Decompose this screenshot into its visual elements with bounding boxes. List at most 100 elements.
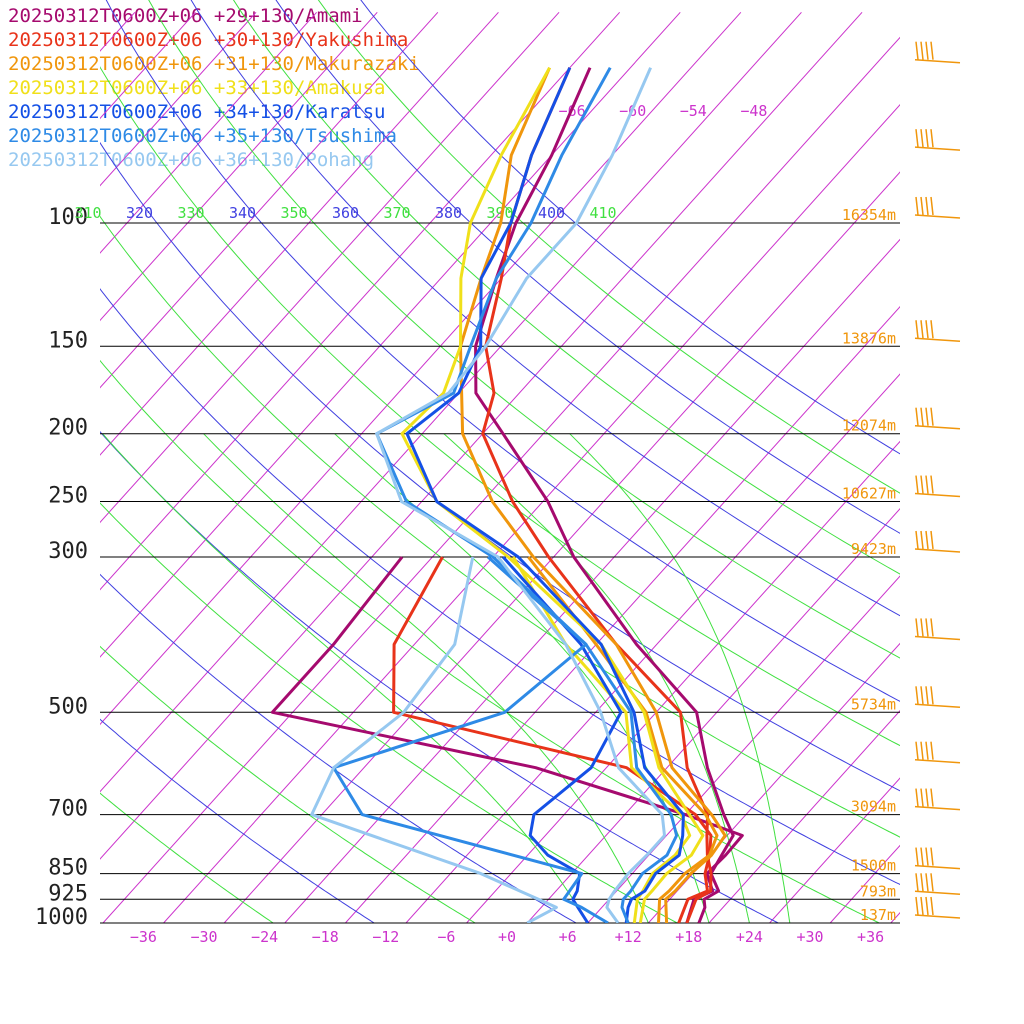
legend-item: 20250312T0600Z+06 +29+130/Amami	[8, 5, 363, 27]
pressure-tick-label: 925	[48, 881, 88, 906]
dry-adiabat-line	[100, 359, 881, 923]
dry-adiabat-line	[100, 645, 477, 923]
legend-item: 20250312T0600Z+06 +30+130/Yakushima	[8, 29, 409, 51]
dry-adiabat-line	[100, 792, 275, 923]
moist-adiabat-line	[203, 433, 649, 923]
isotherm-line	[284, 238, 900, 923]
dry-adiabat-line	[100, 66, 900, 747]
isotherm-line	[163, 104, 900, 923]
theta-label: 380	[435, 204, 462, 222]
pressure-tick-label: 200	[48, 416, 88, 441]
wind-barb	[914, 873, 961, 896]
temperature-tick-label: +30	[796, 928, 823, 946]
isotherm-line	[587, 575, 900, 923]
dry-adiabat-line	[100, 215, 900, 838]
theta-label: 330	[177, 204, 204, 222]
pressure-tick-label: 1000	[35, 905, 88, 930]
wind-barb	[914, 741, 961, 764]
temperature-tick-label: +0	[498, 928, 516, 946]
isotherm-line	[829, 844, 900, 923]
isotherm-line	[100, 11, 863, 860]
dry-adiabat-line	[100, 718, 376, 923]
isotherm-line	[951, 12, 1024, 923]
wind-barb	[914, 407, 961, 430]
theta-label: 370	[383, 204, 410, 222]
pressure-tick-label: 150	[48, 328, 88, 353]
isotherm-line	[100, 11, 560, 524]
temperature-tick-label: −24	[251, 928, 278, 946]
dry-adiabat-line	[190, 0, 900, 617]
moist-adiabat-line	[443, 433, 750, 923]
chart-legend: 20250312T0600Z+06 +29+130/Amami 20250312T…	[8, 4, 628, 172]
dewpoint-line-1	[392, 556, 713, 923]
temperature-line-4	[405, 67, 685, 923]
wind-barb	[914, 788, 961, 811]
dewpoint-line-5	[332, 555, 609, 923]
dry-adiabat-line	[317, 0, 900, 494]
isotherm-line	[100, 11, 499, 456]
upper-temperature-label: −48	[740, 102, 767, 120]
temperature-tick-label: +12	[615, 928, 642, 946]
dry-adiabat-line	[100, 573, 578, 923]
legend-item: 20250312T0600Z+06 +33+130/Amakusa	[8, 77, 386, 99]
theta-label: 410	[589, 204, 616, 222]
isotherm-line	[100, 11, 318, 254]
isotherm-line	[100, 11, 621, 591]
dry-adiabat-line	[100, 141, 900, 792]
upper-temperature-label: −54	[680, 102, 707, 120]
dewpoint-line-4	[501, 556, 623, 923]
dry-adiabat-line	[360, 0, 900, 455]
wind-barb	[914, 618, 961, 641]
theta-label: 400	[538, 204, 565, 222]
moist-adiabat-line	[569, 433, 791, 923]
temperature-tick-label: −18	[312, 928, 339, 946]
height-label: 12074m	[842, 417, 896, 435]
theta-label: 350	[280, 204, 307, 222]
dry-adiabat-line	[148, 0, 900, 659]
height-label: 9423m	[851, 540, 896, 558]
temperature-line-6	[375, 67, 666, 923]
isotherm-line	[466, 440, 900, 923]
soundings	[270, 66, 744, 923]
wind-barb	[914, 41, 961, 64]
height-label: 10627m	[842, 485, 896, 503]
legend-item: 20250312T0600Z+06 +35+130/Tsushima	[8, 125, 397, 147]
pressure-tick-label: 300	[48, 539, 88, 564]
dry-adiabat-line	[275, 0, 900, 534]
isotherm-line	[223, 171, 900, 923]
wind-barb	[914, 475, 961, 498]
temperature-tick-label: −30	[190, 928, 217, 946]
isotherm-line	[769, 777, 900, 923]
height-label: 137m	[860, 906, 896, 924]
isotherm-line	[0, 12, 74, 923]
height-label: 793m	[860, 882, 896, 900]
wind-barb	[914, 686, 961, 709]
temperature-tick-label: +18	[675, 928, 702, 946]
temperature-tick-label: +36	[857, 928, 884, 946]
dry-adiabat-line	[100, 502, 679, 923]
dry-adiabat-line	[105, 0, 900, 702]
wind-barb	[914, 129, 961, 151]
isotherm-line	[648, 642, 900, 923]
height-label: 3094m	[851, 798, 896, 816]
wind-barb	[914, 530, 961, 553]
legend-item: 20250312T0600Z+06 +34+130/Karatsu	[8, 101, 386, 123]
temperature-line-5	[375, 66, 679, 923]
isotherm-line	[1012, 12, 1024, 923]
isotherm-line	[100, 11, 136, 52]
temperature-tick-label: −6	[437, 928, 455, 946]
temperature-tick-label: −36	[130, 928, 157, 946]
wind-barb	[914, 196, 961, 219]
isotherm-line	[100, 11, 196, 120]
isotherm-line	[100, 11, 439, 389]
pressure-tick-label: 700	[48, 797, 88, 822]
theta-label: 320	[126, 204, 153, 222]
isotherm-line	[345, 306, 900, 923]
isotherm-line	[102, 36, 900, 923]
pressure-tick-label: 850	[48, 856, 88, 881]
isotherm-line	[100, 11, 681, 658]
temperature-tick-label: +24	[736, 928, 763, 946]
isotherm-line	[100, 11, 257, 187]
theta-label: 390	[486, 204, 513, 222]
pressure-tick-label: 100	[48, 205, 88, 230]
